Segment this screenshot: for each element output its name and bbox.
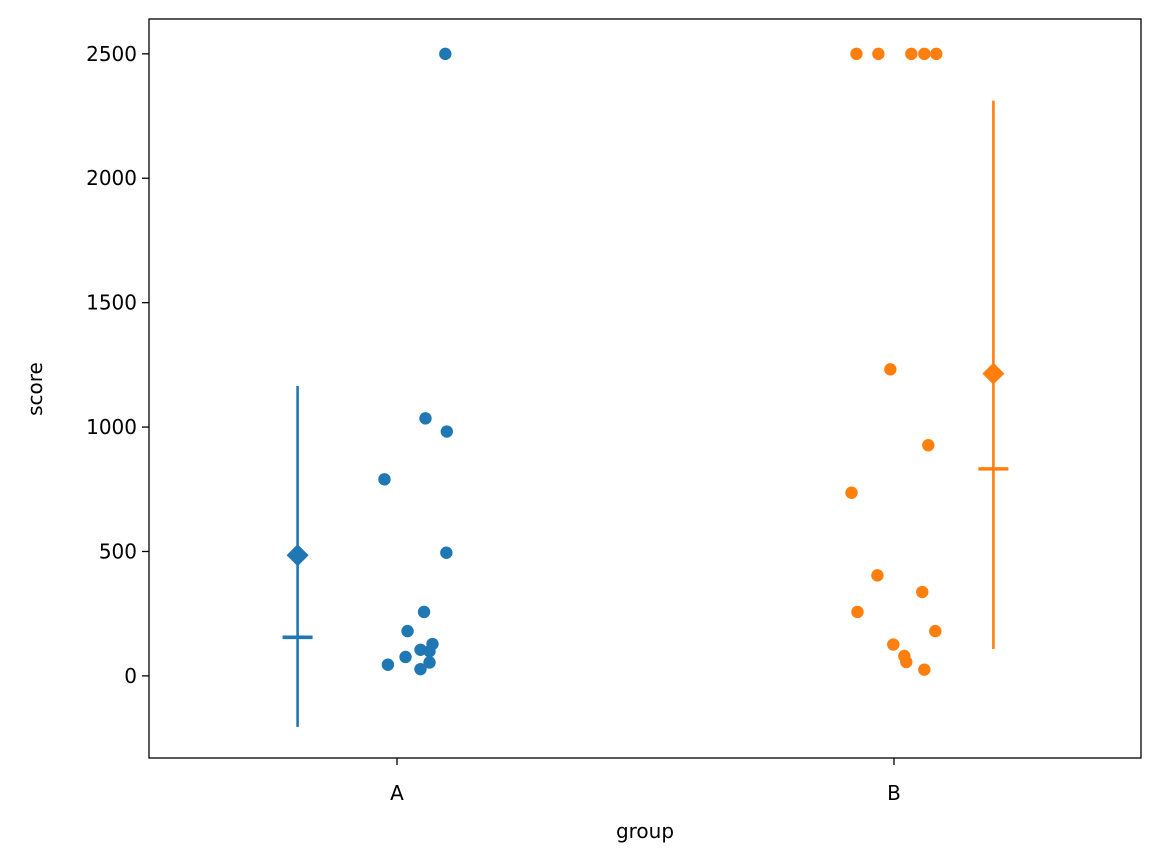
x-axis-title: group <box>616 819 674 843</box>
data-point <box>930 47 943 61</box>
data-point <box>399 650 412 664</box>
y-tick-label: 2500 <box>86 42 137 66</box>
data-point <box>423 645 436 658</box>
y-axis-title: score <box>23 362 47 416</box>
x-tick-label: A <box>390 781 404 805</box>
data-point <box>439 47 452 61</box>
mean-marker <box>982 362 1005 385</box>
data-point <box>929 624 942 638</box>
data-point <box>884 363 897 376</box>
data-point <box>381 658 395 671</box>
series-B <box>845 47 1009 676</box>
y-tick-label: 2000 <box>86 166 137 190</box>
data-point <box>440 425 453 438</box>
y-tick-label: 1500 <box>86 291 137 315</box>
data-point <box>845 486 858 499</box>
data-point <box>918 663 931 676</box>
data-point <box>423 656 436 669</box>
data-point <box>378 473 391 486</box>
data-point <box>900 655 913 669</box>
data-point <box>905 47 918 61</box>
data-point <box>918 47 931 61</box>
series-A <box>282 47 453 727</box>
data-point <box>887 638 900 651</box>
data-point <box>851 605 864 619</box>
data-point <box>417 605 431 619</box>
data-point <box>440 546 453 559</box>
y-tick-label: 500 <box>99 539 137 563</box>
data-point <box>922 439 935 452</box>
data-point <box>419 412 432 425</box>
data-point <box>414 662 427 676</box>
y-tick-label: 0 <box>124 664 137 688</box>
mean-marker <box>286 544 309 567</box>
data-point <box>872 47 885 61</box>
y-axis: 0 500 1000 1500 2000 2500 <box>86 42 149 688</box>
data-point <box>916 585 929 599</box>
data-point <box>401 624 414 638</box>
x-tick-label: B <box>887 781 901 805</box>
plot-marks <box>282 47 1009 727</box>
data-point <box>850 47 863 61</box>
plot-frame <box>148 18 1142 759</box>
y-tick-label: 1000 <box>86 415 137 439</box>
data-point <box>871 569 884 582</box>
